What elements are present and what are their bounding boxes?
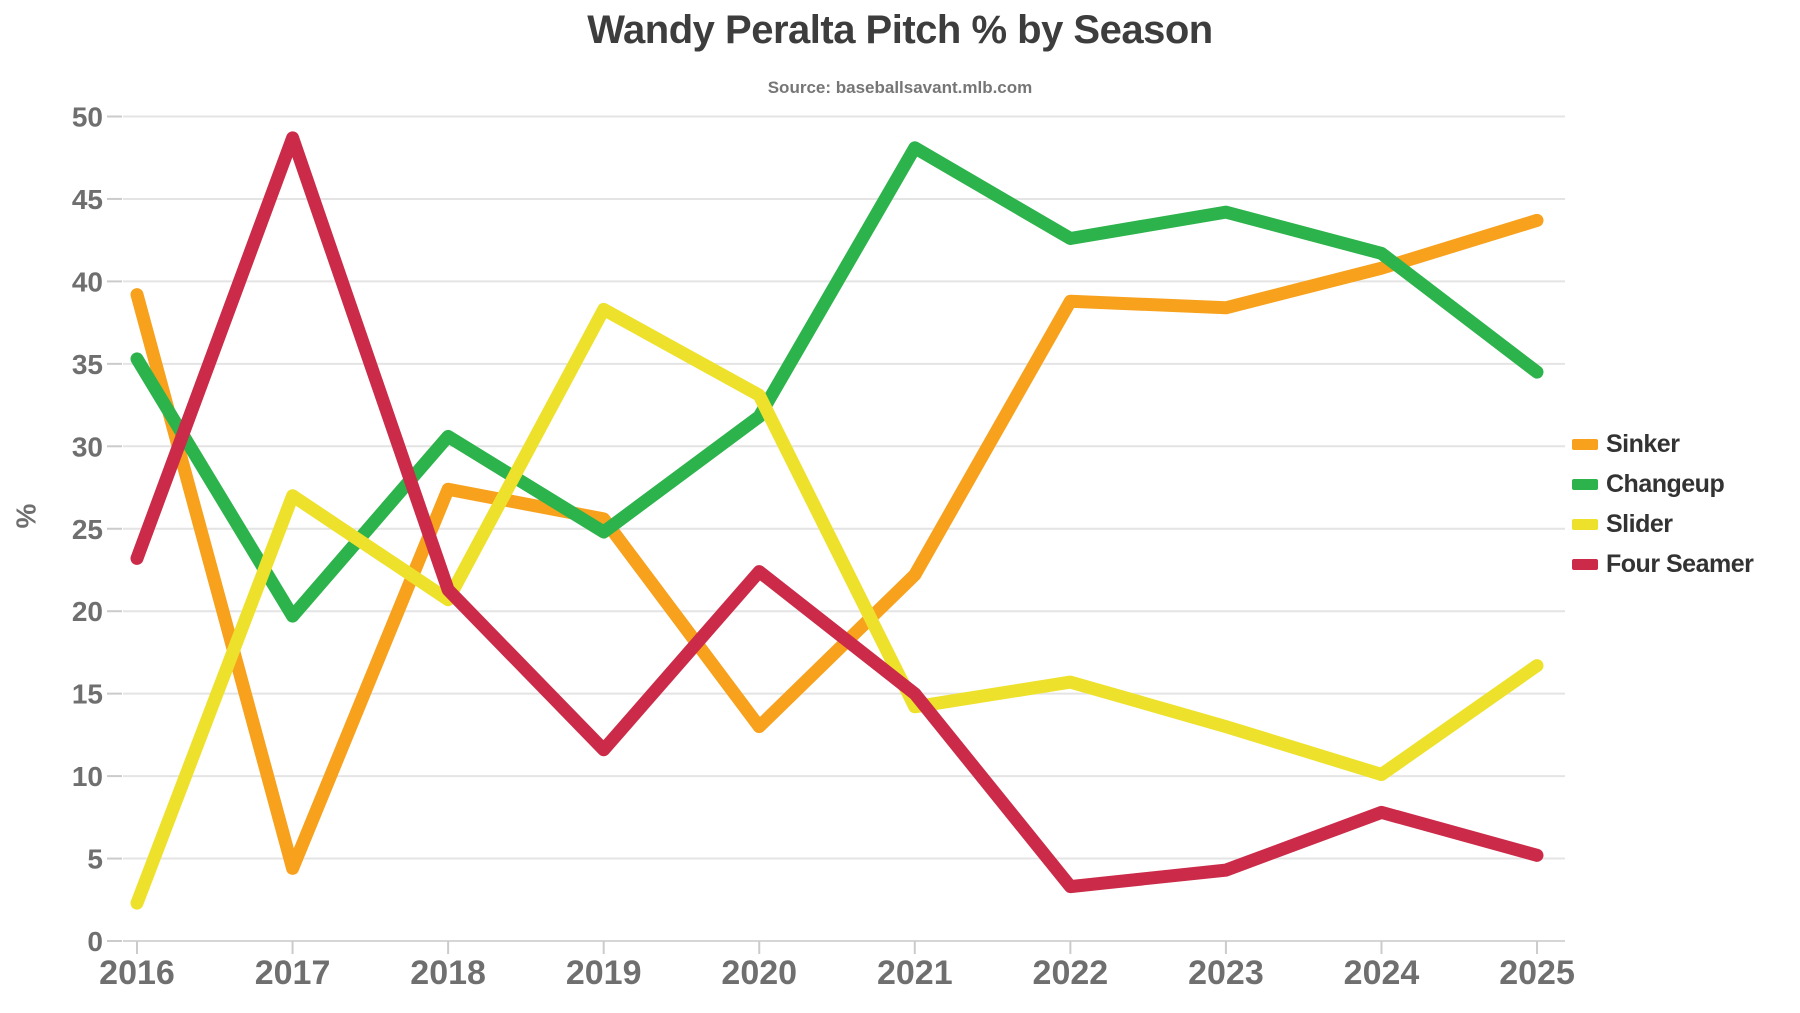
legend-label: Sinker (1606, 429, 1680, 458)
y-tick-label: 5 (87, 844, 103, 875)
legend-label: Changeup (1606, 469, 1725, 498)
y-tick-label: 45 (72, 184, 103, 215)
chart-subtitle: Source: baseballsavant.mlb.com (767, 78, 1033, 97)
chart-title: Wandy Peralta Pitch % by Season (587, 8, 1213, 52)
y-tick-label: 25 (72, 514, 103, 545)
y-tick-label: 10 (72, 761, 103, 792)
x-tick-label: 2020 (721, 954, 797, 992)
legend-swatch (1572, 438, 1598, 450)
x-tick-label: 2022 (1033, 954, 1109, 992)
y-tick-label: 40 (72, 266, 103, 297)
x-tick-label: 2018 (410, 954, 486, 992)
chart-legend: Sinker Changeup Slider Four Seamer (1572, 430, 1754, 578)
y-tick-label: 35 (72, 349, 103, 380)
x-tick-label: 2024 (1344, 954, 1420, 992)
y-tick-label: 20 (72, 596, 103, 627)
legend-swatch (1572, 558, 1598, 570)
series-line-four-seamer (130, 131, 1544, 894)
y-tick-label: 50 (72, 102, 103, 133)
x-tick-label: 2023 (1188, 954, 1264, 992)
legend-item-sinker: Sinker (1572, 430, 1753, 458)
x-tick-label: 2016 (99, 954, 175, 992)
legend-label: Four Seamer (1606, 549, 1754, 578)
x-tick-label: 2025 (1499, 954, 1575, 992)
x-tick-label: 2019 (566, 954, 642, 992)
series-line-slider (130, 302, 1544, 910)
x-tick-label: 2021 (877, 954, 953, 992)
legend-swatch (1572, 518, 1598, 530)
series-line-sinker (130, 213, 1544, 875)
legend-swatch (1572, 478, 1598, 490)
series-line-changeup (130, 141, 1544, 623)
y-tick-label: 15 (72, 679, 103, 710)
y-tick-label: 30 (72, 431, 103, 462)
legend-item-slider: Slider (1572, 510, 1753, 538)
legend-item-four-seamer: Four Seamer (1572, 549, 1754, 578)
x-tick-label: 2017 (255, 954, 331, 992)
legend-label: Slider (1606, 509, 1673, 538)
y-tick-label: 0 (87, 926, 103, 957)
legend-item-changeup: Changeup (1572, 470, 1753, 498)
